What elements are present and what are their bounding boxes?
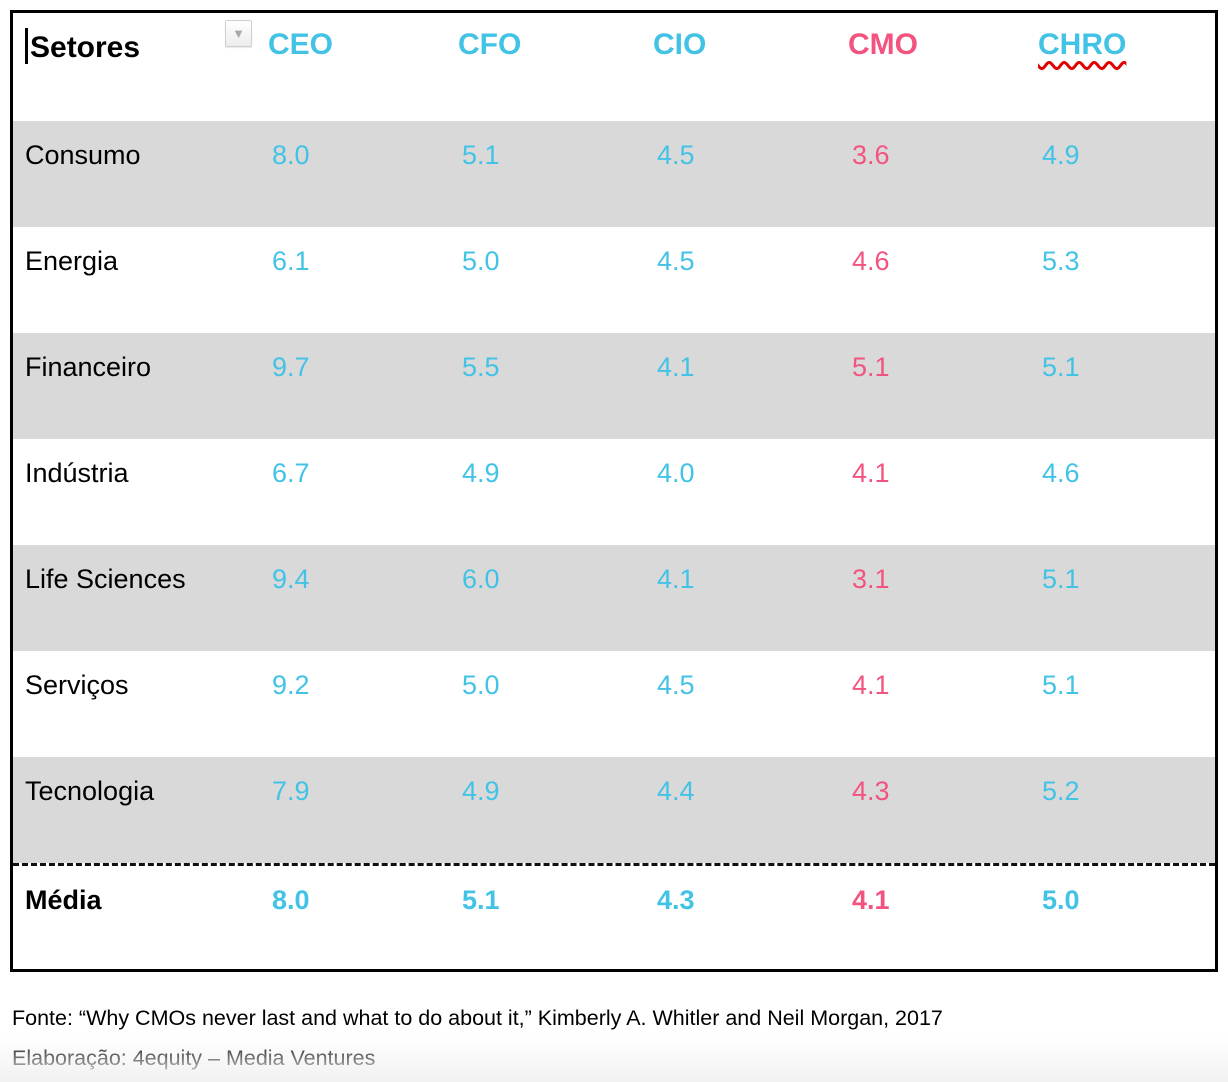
sector-label: Energia xyxy=(25,246,119,276)
value-cell: 5.0 xyxy=(462,670,500,700)
value-cell: 4.9 xyxy=(462,776,500,806)
value-cell: 5.1 xyxy=(1042,670,1080,700)
table-row: Serviços 9.2 5.0 4.5 4.1 5.1 xyxy=(13,651,1215,757)
value-cell: 4.0 xyxy=(657,458,695,488)
table-row: Energia 6.1 5.0 4.5 4.6 5.3 xyxy=(13,227,1215,333)
value-cell: 5.3 xyxy=(1042,246,1080,276)
value-cell: 4.3 xyxy=(852,776,890,806)
table-dropdown-button[interactable]: ▼ xyxy=(225,20,252,47)
summary-value-cell: 4.3 xyxy=(657,885,695,915)
value-cell: 4.4 xyxy=(657,776,695,806)
value-cell: 9.4 xyxy=(272,564,310,594)
table-row: Consumo 8.0 5.1 4.5 3.6 4.9 xyxy=(13,121,1215,227)
value-cell: 4.9 xyxy=(462,458,500,488)
value-cell: 5.2 xyxy=(1042,776,1080,806)
summary-row: Média 8.0 5.1 4.3 4.1 5.0 xyxy=(13,863,1215,969)
value-cell: 4.5 xyxy=(657,246,695,276)
value-cell: 4.6 xyxy=(852,246,890,276)
chevron-down-icon: ▼ xyxy=(232,26,245,41)
column-header-cfo: CFO xyxy=(458,28,522,61)
sector-label: Consumo xyxy=(25,140,141,170)
sector-label: Life Sciences xyxy=(25,564,186,594)
column-header-cio: CIO xyxy=(653,28,707,61)
value-cell: 4.1 xyxy=(657,564,695,594)
column-header-chro: CHRO xyxy=(1026,13,1215,121)
column-header-cmo: CMO xyxy=(848,28,918,61)
sector-tenure-table: Setores ▼ CEO CFO CIO CMO CHRO Consumo 8… xyxy=(10,10,1218,972)
value-cell: 4.6 xyxy=(1042,458,1080,488)
summary-label: Média xyxy=(25,885,102,915)
value-cell: 4.1 xyxy=(657,352,695,382)
value-cell: 4.9 xyxy=(1042,140,1080,170)
column-header-ceo: CEO xyxy=(268,28,334,61)
table-header-row: Setores ▼ CEO CFO CIO CMO CHRO xyxy=(13,13,1215,121)
table-row: Financeiro 9.7 5.5 4.1 5.1 5.1 xyxy=(13,333,1215,439)
value-cell: 9.7 xyxy=(272,352,310,382)
value-cell: 4.5 xyxy=(657,140,695,170)
summary-value-cell: 8.0 xyxy=(272,885,310,915)
chro-misspelling-squiggle: CHRO xyxy=(1038,28,1127,61)
value-cell: 4.1 xyxy=(852,670,890,700)
sector-label: Financeiro xyxy=(25,352,152,382)
value-cell: 5.1 xyxy=(462,140,500,170)
column-header-setores[interactable]: Setores ▼ xyxy=(13,13,256,121)
value-cell: 3.6 xyxy=(852,140,890,170)
value-cell: 5.1 xyxy=(852,352,890,382)
table-row: Tecnologia 7.9 4.9 4.4 4.3 5.2 xyxy=(13,757,1215,863)
text-cursor xyxy=(25,28,28,64)
sector-label: Indústria xyxy=(25,458,129,488)
setores-label: Setores xyxy=(30,31,141,64)
source-line: Fonte: “Why CMOs never last and what to … xyxy=(12,1006,943,1030)
summary-value-cell: 4.1 xyxy=(852,885,890,915)
sector-label: Serviços xyxy=(25,670,129,700)
value-cell: 5.0 xyxy=(462,246,500,276)
value-cell: 9.2 xyxy=(272,670,310,700)
value-cell: 6.1 xyxy=(272,246,310,276)
value-cell: 4.1 xyxy=(852,458,890,488)
footnotes: Fonte: “Why CMOs never last and what to … xyxy=(12,998,943,1078)
summary-value-cell: 5.0 xyxy=(1042,885,1080,915)
sector-label: Tecnologia xyxy=(25,776,155,806)
value-cell: 6.0 xyxy=(462,564,500,594)
value-cell: 4.5 xyxy=(657,670,695,700)
value-cell: 8.0 xyxy=(272,140,310,170)
value-cell: 5.1 xyxy=(1042,352,1080,382)
value-cell: 5.1 xyxy=(1042,564,1080,594)
value-cell: 7.9 xyxy=(272,776,310,806)
table-row: Life Sciences 9.4 6.0 4.1 3.1 5.1 xyxy=(13,545,1215,651)
table-row: Indústria 6.7 4.9 4.0 4.1 4.6 xyxy=(13,439,1215,545)
elaboration-line: Elaboração: 4equity – Media Ventures xyxy=(12,1046,376,1070)
value-cell: 6.7 xyxy=(272,458,310,488)
summary-value-cell: 5.1 xyxy=(462,885,500,915)
value-cell: 5.5 xyxy=(462,352,500,382)
value-cell: 3.1 xyxy=(852,564,890,594)
